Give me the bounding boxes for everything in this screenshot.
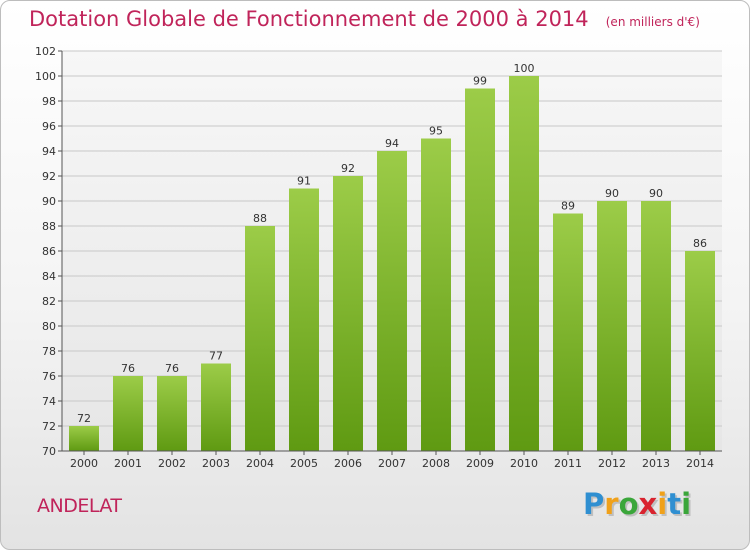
logo-letter: i: [681, 487, 692, 521]
x-tick-label: 2004: [246, 457, 274, 470]
y-tick-label: 90: [42, 195, 56, 208]
x-tick-label: 2014: [686, 457, 714, 470]
data-label: 91: [297, 175, 311, 188]
y-tick-label: 88: [42, 220, 56, 233]
y-tick-label: 94: [42, 145, 56, 158]
data-label: 89: [561, 200, 575, 213]
x-tick-label: 2003: [202, 457, 230, 470]
data-label: 90: [649, 187, 663, 200]
y-tick-label: 70: [42, 445, 56, 458]
bars: 72 76 76 77 88 91 92 94 95 99 100 89 90 90 86: [69, 62, 715, 451]
bar-2001: [113, 376, 143, 451]
x-tick-label: 2005: [290, 457, 318, 470]
bar-2012: [597, 201, 627, 451]
x-tick-label: 2008: [422, 457, 450, 470]
bar-2008: [421, 138, 451, 451]
data-label: 99: [473, 75, 487, 88]
x-tick-label: 2012: [598, 457, 626, 470]
logo-letter: r: [604, 487, 619, 521]
data-label: 95: [429, 125, 443, 138]
x-tick-label: 2010: [510, 457, 538, 470]
y-tick-label: 92: [42, 170, 56, 183]
data-label: 88: [253, 212, 267, 225]
bar-2009: [465, 88, 495, 451]
bar-2011: [553, 213, 583, 451]
y-tick-label: 100: [35, 70, 56, 83]
chart-title: Dotation Globale de Fonctionnement de 20…: [29, 7, 589, 31]
data-label: 72: [77, 412, 91, 425]
bar-2000: [69, 426, 99, 451]
bar-2013: [641, 201, 671, 451]
logo-letter: o: [618, 487, 639, 521]
chart-subtitle: (en milliers d'€): [605, 15, 700, 29]
bar-2005: [289, 188, 319, 451]
logo-letter: t: [667, 487, 682, 521]
y-tick-label: 96: [42, 120, 56, 133]
data-label: 94: [385, 137, 399, 150]
bar-2006: [333, 176, 363, 451]
bar-2010: [509, 76, 539, 451]
y-tick-label: 82: [42, 295, 56, 308]
bar-2014: [685, 251, 715, 451]
bar-2004: [245, 226, 275, 451]
y-tick-label: 86: [42, 245, 56, 258]
data-label: 100: [514, 62, 535, 75]
bar-2003: [201, 363, 231, 451]
title-row: Dotation Globale de Fonctionnement de 20…: [29, 7, 700, 31]
axes: 70 72 74 76 78 80 82 84 86 88 90 92 94 96 98 100 102 2000…: [35, 45, 722, 470]
y-tick-label: 80: [42, 320, 56, 333]
y-tick-label: 102: [35, 45, 56, 58]
x-tick-label: 2011: [554, 457, 582, 470]
data-label: 76: [121, 362, 135, 375]
data-label: 86: [693, 237, 707, 250]
data-label: 90: [605, 187, 619, 200]
y-tick-label: 98: [42, 95, 56, 108]
y-tick-label: 78: [42, 345, 56, 358]
logo-letter: P: [583, 487, 605, 521]
x-tick-label: 2007: [378, 457, 406, 470]
y-tick-label: 72: [42, 420, 56, 433]
proxiti-logo: Proxiti Proxiti: [583, 487, 693, 523]
commune-name: ANDELAT: [37, 495, 122, 517]
x-tick-label: 2006: [334, 457, 362, 470]
x-tick-label: 2000: [70, 457, 98, 470]
y-tick-label: 84: [42, 270, 56, 283]
logo-letter: x: [638, 487, 658, 521]
y-tick-label: 76: [42, 370, 56, 383]
logo-letter: i: [657, 487, 668, 521]
data-label: 76: [165, 362, 179, 375]
x-tick-label: 2013: [642, 457, 670, 470]
x-tick-label: 2001: [114, 457, 142, 470]
data-label: 77: [209, 350, 223, 363]
y-tick-label: 74: [42, 395, 56, 408]
x-tick-label: 2009: [466, 457, 494, 470]
bar-2002: [157, 376, 187, 451]
bar-2007: [377, 151, 407, 451]
data-label: 92: [341, 162, 355, 175]
x-tick-label: 2002: [158, 457, 186, 470]
